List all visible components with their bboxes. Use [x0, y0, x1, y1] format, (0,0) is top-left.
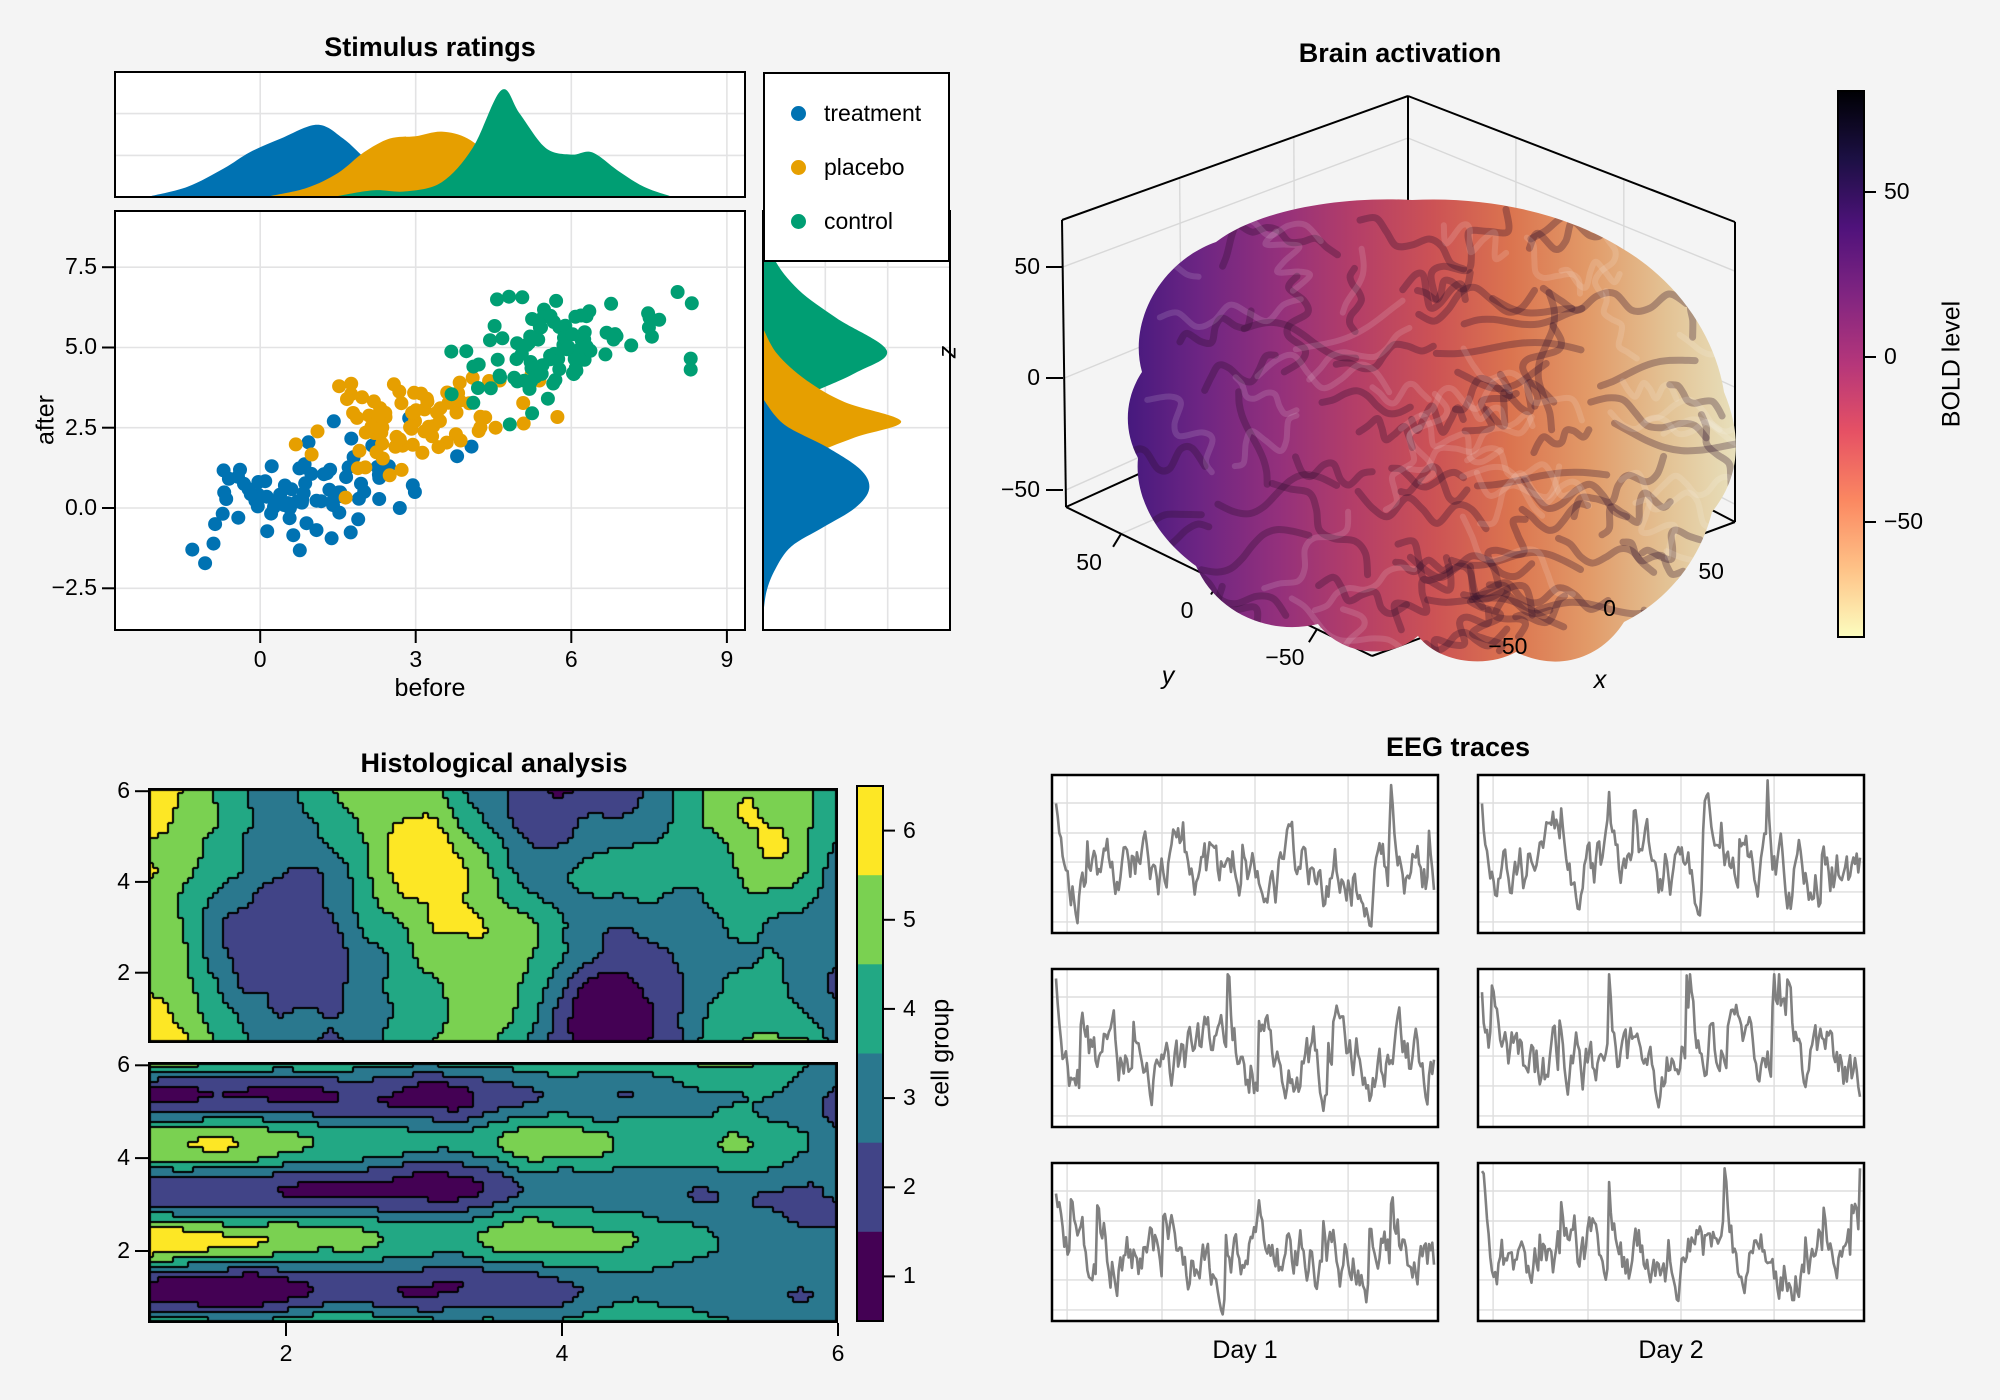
histology-y-tick: 6	[117, 1051, 130, 1078]
legend-marker-control-icon	[791, 213, 806, 229]
stimulus-x-tick: 3	[409, 646, 423, 672]
cell-group-colorbar-tick: 2	[903, 1173, 916, 1200]
density-treatment	[763, 398, 870, 618]
bold-colorbar-tick: 50	[1884, 178, 1910, 204]
bold-colorbar-tick: −50	[1884, 508, 1924, 534]
density-treatment	[151, 124, 499, 196]
cell-group-colorbar-tick: 5	[903, 905, 916, 932]
contour-panel-top	[148, 788, 838, 1043]
legend-label-placebo: placebo	[824, 153, 905, 180]
histology-x-tick: 6	[831, 1340, 845, 1366]
eeg-panel-row2-col1	[1050, 967, 1440, 1129]
brain-x-axis-label: x	[1593, 666, 1607, 694]
brain-y-tick: 50	[1076, 548, 1102, 575]
cell-group-colorbar-tick: 3	[903, 1084, 916, 1111]
eeg-trace	[1054, 783, 1436, 928]
cell-group-colorbar-tick: 6	[903, 816, 916, 843]
histology-axes	[135, 785, 895, 1336]
eeg-trace	[1480, 1167, 1862, 1303]
brain-y-tick: 0	[1180, 596, 1194, 623]
histology-x-tick: 2	[279, 1340, 293, 1366]
histology-title: Histological analysis	[360, 748, 628, 778]
histology-y-tick: 2	[117, 958, 130, 985]
stimulus-x-tick: 0	[253, 646, 267, 672]
legend: treatment placebo control	[763, 72, 950, 262]
legend-marker-placebo-icon	[791, 159, 806, 175]
stimulus-x-tick: 9	[720, 646, 734, 672]
density-control	[338, 89, 670, 196]
stimulus-ratings-plot	[102, 71, 951, 643]
density-placebo	[763, 328, 902, 528]
eeg-trace	[1480, 973, 1862, 1109]
legend-label-control: control	[824, 207, 894, 234]
scatter-series-control	[444, 285, 699, 432]
legend-label-treatment: treatment	[824, 99, 922, 126]
eeg-title: EEG traces	[1385, 732, 1531, 762]
eeg-panel-row3-col1	[1050, 1161, 1440, 1323]
brain-x-tick: 50	[1698, 557, 1724, 584]
histology-y-tick: 2	[117, 1237, 130, 1264]
eeg-panel-row3-col2	[1476, 1161, 1866, 1323]
contour-panel-bottom	[148, 1062, 838, 1323]
eeg-trace	[1054, 1193, 1436, 1316]
stimulus-title: Stimulus ratings	[324, 32, 536, 62]
bold-level-colorbar	[1837, 90, 1876, 638]
histology-y-tick: 4	[117, 867, 130, 894]
eeg-trace	[1054, 973, 1436, 1113]
eeg-traces-plot	[1050, 773, 1866, 1323]
brain-z-axis-label: z	[933, 345, 962, 359]
histology-x-tick: 4	[555, 1340, 569, 1366]
stimulus-y-tick: 0.0	[65, 493, 97, 520]
brain-x-tick: 0	[1603, 595, 1616, 622]
eeg-col-label-day1: Day 1	[1212, 1336, 1278, 1364]
eeg-panel-row1-col1	[1050, 773, 1440, 935]
cell-group-colorbar-tick: 4	[903, 994, 916, 1021]
histology-y-tick: 6	[117, 777, 130, 804]
colorbar-label-cell-group: cell group	[926, 998, 955, 1108]
brain-surface	[1127, 199, 1736, 662]
legend-item-control: control	[791, 208, 948, 235]
stimulus-y-tick: −2.5	[51, 574, 97, 601]
right-marginal-densities	[763, 219, 902, 618]
eeg-col-label-day2: Day 2	[1638, 1336, 1704, 1364]
eeg-trace	[1480, 779, 1862, 917]
brain-y-axis-label: y	[1161, 662, 1175, 690]
scatter-series-treatment	[185, 411, 479, 571]
brain-z-tick: 50	[1014, 253, 1040, 279]
eeg-panel-row1-col2	[1476, 773, 1866, 935]
eeg-panel-row2-col2	[1476, 967, 1866, 1129]
stimulus-y-tick: 7.5	[65, 253, 97, 280]
brain-title: Brain activation	[1298, 38, 1502, 68]
scatter-series-placebo	[288, 367, 565, 505]
brain-y-tick: −50	[1265, 644, 1305, 671]
x-axis-label-before: before	[394, 674, 466, 702]
brain-x-tick: −50	[1488, 632, 1528, 659]
brain-activation-plot	[1046, 90, 1876, 662]
legend-marker-treatment-icon	[791, 105, 806, 121]
stimulus-y-tick: 2.5	[65, 413, 97, 440]
cell-group-colorbar-tick: 1	[903, 1262, 916, 1289]
brain-z-tick: −50	[1000, 476, 1040, 502]
histology-y-tick: 4	[117, 1144, 130, 1171]
colorbar-label-bold-level: BOLD level	[1937, 300, 1966, 428]
top-marginal-densities	[151, 89, 670, 196]
brain-z-tick: 0	[1027, 364, 1040, 390]
bold-colorbar-tick: 0	[1884, 343, 1897, 369]
cell-group-colorbar	[856, 785, 895, 1322]
stimulus-y-tick: 5.0	[65, 333, 97, 360]
legend-item-placebo: placebo	[791, 154, 948, 181]
stimulus-x-tick: 6	[564, 646, 578, 672]
legend-item-treatment: treatment	[791, 100, 948, 127]
